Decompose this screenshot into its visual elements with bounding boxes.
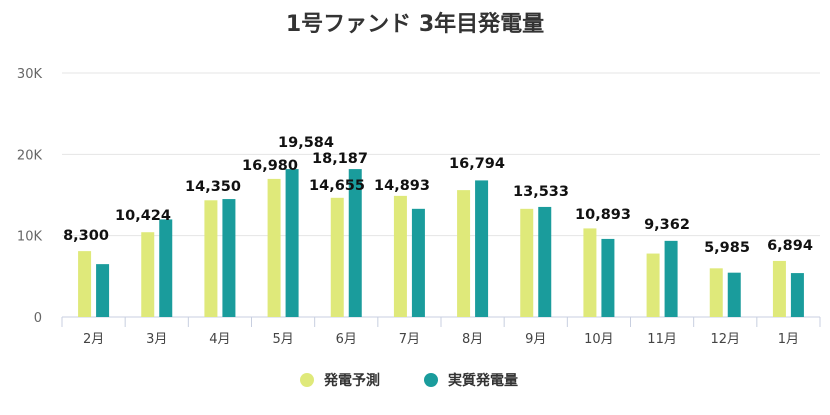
bar-actual[interactable]: [601, 238, 615, 317]
bar-actual[interactable]: [411, 208, 425, 317]
grid: [62, 72, 820, 318]
data-label: 19,584: [278, 135, 334, 151]
data-label: 16,980: [242, 158, 298, 174]
bar-actual[interactable]: [96, 264, 110, 317]
legend-item-forecast[interactable]: 発電予測: [300, 372, 380, 389]
data-label: 9,362: [644, 217, 690, 233]
y-tick-label: 20K: [17, 148, 43, 163]
legend[interactable]: 発電予測 実質発電量: [300, 372, 518, 389]
x-tick-label: 10月: [584, 332, 614, 347]
y-tick-label: 0: [34, 311, 42, 326]
bar-forecast[interactable]: [709, 268, 723, 317]
y-tick-label: 30K: [17, 67, 43, 82]
x-tick-label: 4月: [209, 332, 230, 347]
data-label: 8,300: [63, 228, 109, 244]
data-label: 10,424: [115, 208, 171, 224]
bar-forecast[interactable]: [583, 228, 597, 317]
bars: [78, 169, 804, 317]
data-label: 5,985: [704, 240, 750, 256]
x-tick-label: 2月: [83, 332, 104, 347]
bar-forecast[interactable]: [267, 178, 281, 317]
data-label: 6,894: [767, 238, 813, 254]
x-tick-label: 5月: [272, 332, 293, 347]
data-label: 14,350: [185, 179, 241, 195]
data-label: 10,893: [575, 207, 631, 223]
x-tick-label: 1月: [778, 332, 799, 347]
legend-label: 発電予測: [323, 372, 380, 389]
legend-marker: [424, 373, 438, 387]
bar-actual[interactable]: [664, 240, 678, 317]
x-tick-label: 12月: [710, 332, 740, 347]
bar-actual[interactable]: [727, 272, 741, 317]
bar-forecast[interactable]: [457, 190, 471, 317]
bar-actual[interactable]: [475, 180, 489, 317]
y-tick-label: 10K: [17, 230, 43, 245]
data-label: 14,893: [374, 178, 430, 194]
bar-forecast[interactable]: [393, 195, 407, 317]
x-tick-label: 6月: [336, 332, 357, 347]
bar-forecast[interactable]: [141, 232, 155, 317]
bar-actual[interactable]: [790, 273, 804, 317]
bar-actual[interactable]: [222, 199, 236, 317]
y-axis-ticks: 0 10K 20K 30K: [17, 67, 43, 326]
data-label: 18,187: [312, 151, 368, 167]
bar-forecast[interactable]: [772, 260, 786, 317]
bar-forecast[interactable]: [78, 251, 92, 317]
bar-actual[interactable]: [285, 169, 299, 317]
bar-forecast[interactable]: [204, 200, 218, 317]
x-tick-label: 7月: [399, 332, 420, 347]
data-label: 16,794: [449, 156, 505, 172]
bar-actual[interactable]: [538, 206, 552, 317]
legend-label: 実質発電量: [448, 372, 518, 389]
bar-forecast[interactable]: [520, 208, 534, 317]
x-tick-label: 9月: [525, 332, 546, 347]
bar-actual[interactable]: [348, 169, 362, 317]
data-label: 13,533: [513, 184, 569, 200]
x-tick-label: 3月: [146, 332, 167, 347]
bar-forecast[interactable]: [646, 253, 660, 317]
data-label: 14,655: [309, 178, 365, 194]
x-tick-label: 8月: [462, 332, 483, 347]
legend-item-actual[interactable]: 実質発電量: [424, 372, 518, 389]
x-axis-ticks: 2月 3月 4月 5月 6月 7月 8月 9月 10月 11月 12月 1月: [61, 317, 821, 347]
legend-marker: [300, 373, 314, 387]
bar-forecast[interactable]: [330, 197, 344, 317]
x-tick-label: 11月: [647, 332, 677, 347]
chart-title: 1号ファンド 3年目発電量: [286, 11, 544, 37]
bar-actual[interactable]: [159, 219, 173, 317]
